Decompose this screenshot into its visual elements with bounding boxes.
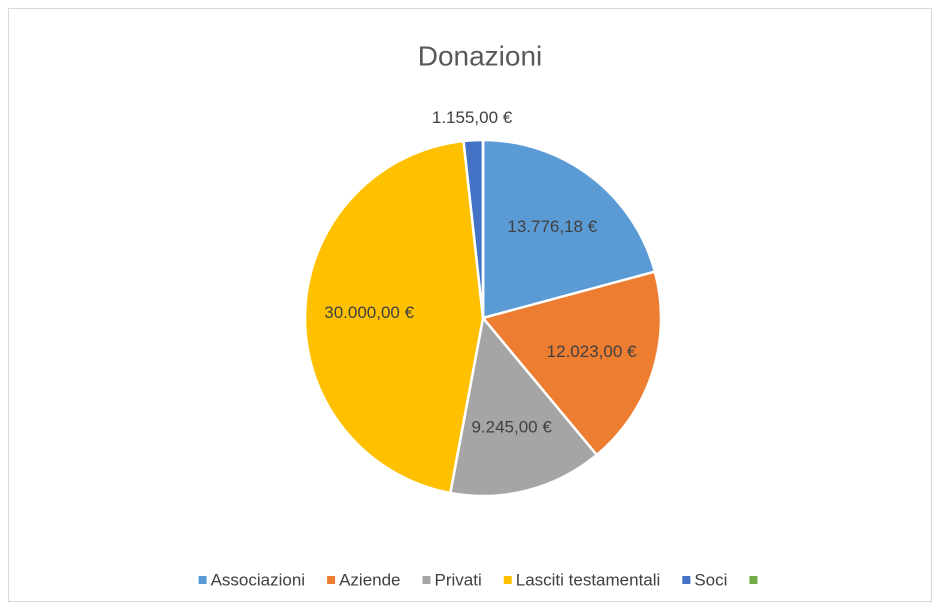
pie-slice <box>448 315 599 498</box>
legend-label: Lasciti testamentali <box>516 570 661 589</box>
legend-label: Soci <box>694 570 727 589</box>
legend-label: Associazioni <box>211 570 306 589</box>
legend-label: Aziende <box>339 570 400 589</box>
legend-swatch <box>682 576 691 584</box>
data-label: 1.155,00 € <box>432 108 513 127</box>
legend-swatch <box>503 576 512 584</box>
data-label: 30.000,00 € <box>324 303 414 322</box>
pie-slice <box>480 270 663 457</box>
data-label: 9.245,00 € <box>471 418 552 437</box>
legend-swatch <box>422 576 431 584</box>
data-label: 13.776,18 € <box>507 217 597 236</box>
pie-slice <box>303 139 485 495</box>
chart-title: Donazioni <box>418 40 543 71</box>
data-label: 12.023,00 € <box>547 342 637 361</box>
pie-slice <box>481 138 657 320</box>
legend-swatch <box>749 576 758 584</box>
legend-label: Privati <box>435 570 482 589</box>
legend-swatch <box>327 576 336 584</box>
legend-swatch <box>198 576 207 584</box>
